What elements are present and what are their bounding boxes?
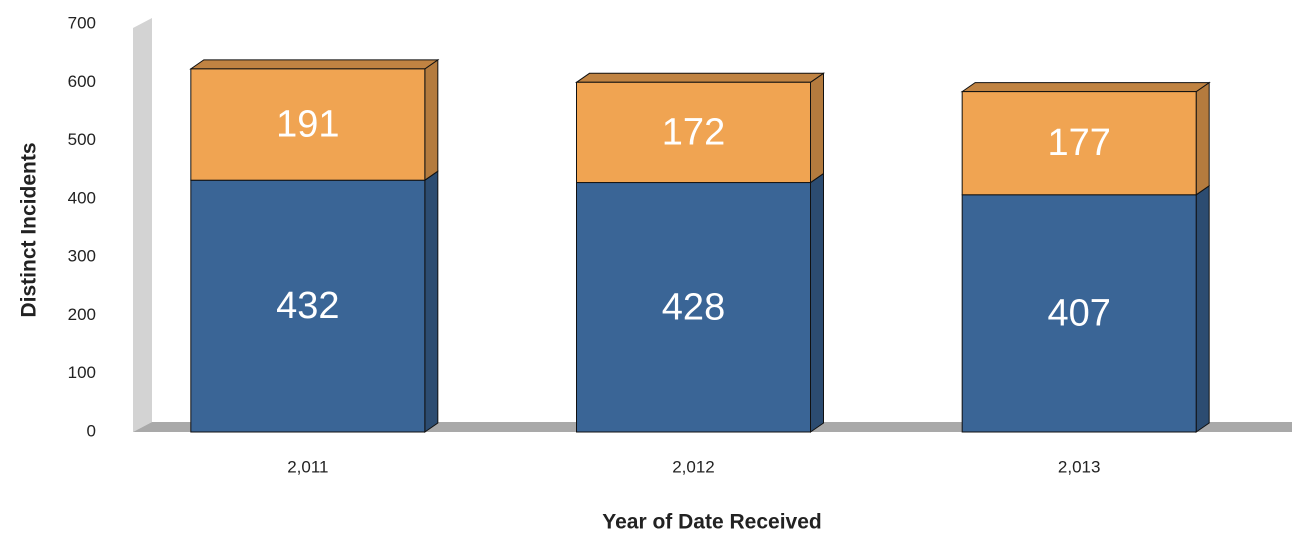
x-axis-title: Year of Date Received [602,511,821,534]
x-tick-label: 2,011 [287,457,328,476]
y-tick-label: 0 [87,421,96,440]
bar-segment [190,68,426,181]
y-axis-title: Distinct Incidents [18,142,41,317]
y-tick-label: 100 [68,363,96,382]
back-wall [133,18,152,432]
bar-side [424,58,439,182]
bar-side [1195,81,1210,196]
y-tick-label: 200 [68,305,96,324]
value-label: 432 [276,285,339,327]
bar-side [424,170,439,433]
value-label: 177 [1047,122,1110,164]
bar-segment [190,179,426,433]
y-tick-label: 700 [68,13,96,32]
y-tick-label: 600 [68,72,96,91]
bar-top [189,59,440,70]
y-tick-label: 300 [68,247,96,266]
y-tick-label: 500 [68,130,96,149]
bar-segment [576,182,811,433]
x-tick-label: 2,013 [1058,457,1101,476]
bar-top [574,72,826,83]
value-label: 407 [1047,292,1110,334]
bar-side [1195,184,1210,433]
value-label: 191 [276,104,339,146]
value-label: 172 [662,111,725,153]
x-tick-label: 2,012 [672,457,715,476]
bar-segment [576,81,811,184]
value-label: 428 [662,286,725,328]
bar-top [960,82,1211,93]
bar-side [810,172,824,433]
bar-segment [961,91,1197,196]
y-tick-label: 400 [68,188,96,207]
bar-side [810,72,824,184]
